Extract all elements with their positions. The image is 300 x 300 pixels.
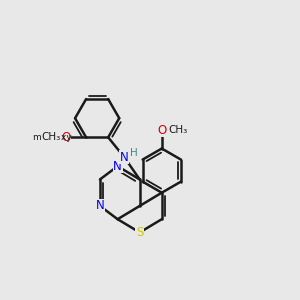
Text: CH₃: CH₃ bbox=[41, 132, 60, 142]
Text: O: O bbox=[61, 131, 71, 144]
Text: N: N bbox=[96, 200, 104, 212]
Text: N: N bbox=[113, 160, 122, 173]
Text: N: N bbox=[120, 151, 129, 164]
Text: O: O bbox=[157, 124, 167, 137]
Text: H: H bbox=[130, 148, 138, 158]
Text: CH₃: CH₃ bbox=[168, 125, 188, 135]
Text: S: S bbox=[136, 226, 143, 239]
Text: methoxy: methoxy bbox=[32, 133, 72, 142]
